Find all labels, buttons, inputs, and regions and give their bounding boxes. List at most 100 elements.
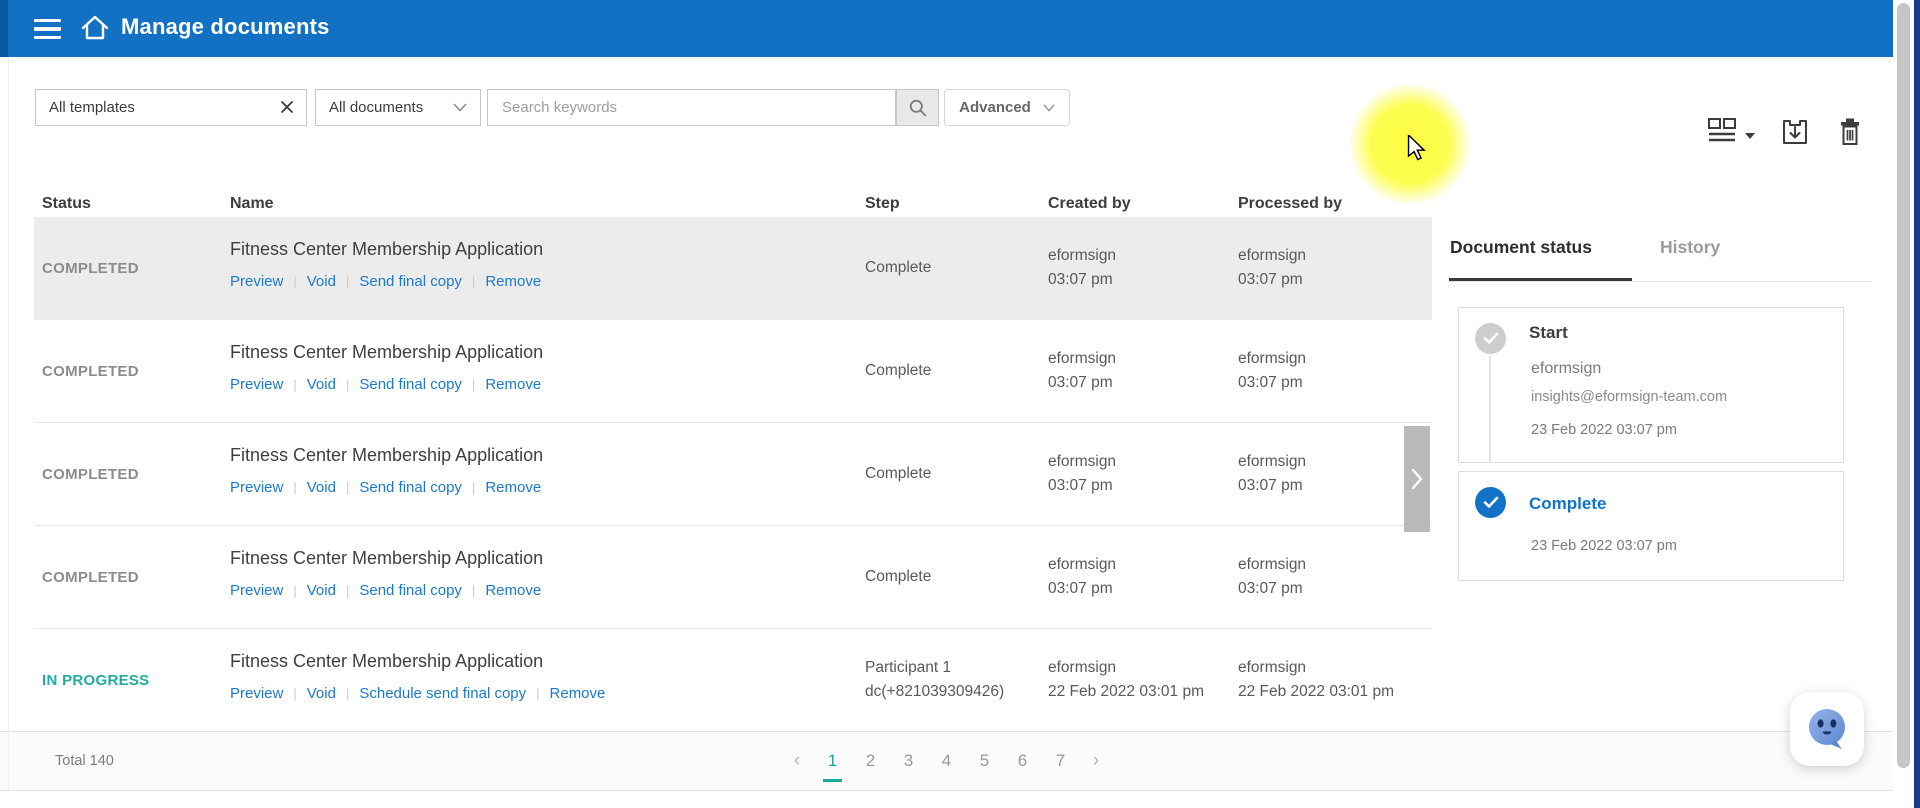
search-input[interactable] [487,89,896,126]
action-link-remove[interactable]: Remove [485,376,542,393]
pagination-page-7[interactable]: 7 [1055,751,1066,770]
cell-created-line: 03:07 pm [1048,271,1113,288]
action-link-remove[interactable]: Remove [485,582,542,599]
panel-expand-handle[interactable] [1404,426,1430,532]
cell-created-line: eformsign [1048,453,1117,470]
table-row[interactable]: COMPLETED Fitness Center Membership Appli… [34,217,1432,320]
tab-document-status[interactable]: Document status [1450,237,1592,257]
pagination-page-1[interactable]: 1 [821,749,844,782]
chat-widget-button[interactable] [1790,692,1864,766]
view-options-icon[interactable] [1706,116,1738,151]
cell-processed-line: 22 Feb 2022 03:01 pm [1238,683,1394,700]
delete-icon[interactable] [1835,116,1865,153]
cell-step-line: Participant 1 [865,659,952,676]
document-name: Fitness Center Membership Application [230,445,544,465]
status-badge: COMPLETED [42,568,139,586]
table-footer: Total 140 ‹ 1 2 3 4 5 6 7 › [0,731,1893,791]
table-row[interactable]: COMPLETED Fitness Center Membership Appli… [34,320,1432,423]
action-link-preview[interactable]: Preview [230,376,284,393]
cell-created-line: 03:07 pm [1048,477,1113,494]
view-options-caret-icon[interactable] [1744,127,1756,145]
scrollbar-thumb[interactable] [1897,3,1910,768]
pagination-page-3[interactable]: 3 [903,751,914,770]
cell-step-line: Complete [865,465,932,482]
action-link-send-final-copy[interactable]: Send final copy [359,376,462,393]
search-button[interactable] [896,89,939,126]
action-link-preview[interactable]: Preview [230,685,284,702]
timeline-date: 23 Feb 2022 03:07 pm [1531,422,1677,438]
chevron-right-icon [1411,468,1423,490]
step-cell: Participant 1 dc(+821039309426) [865,629,1004,731]
timeline-card-complete: Complete 23 Feb 2022 03:07 pm [1458,471,1844,581]
action-link-remove[interactable]: Remove [485,273,542,290]
chevron-down-icon [453,103,467,112]
action-link-send-final-copy[interactable]: Send final copy [359,273,462,290]
name-cell: Fitness Center Membership Application Pre… [230,239,543,290]
tab-history[interactable]: History [1660,237,1721,257]
action-separator: | [471,377,476,392]
processed-by-cell: eformsign 03:07 pm [1238,526,1306,628]
name-cell: Fitness Center Membership Application Pre… [230,651,605,702]
processed-by-cell: eformsign 03:07 pm [1238,320,1306,422]
action-link-preview[interactable]: Preview [230,582,284,599]
column-header-created-by: Created by [1048,195,1131,212]
pagination-prev[interactable]: ‹ [793,750,801,771]
template-filter[interactable]: All templates [35,89,307,126]
action-separator: | [293,377,297,392]
active-tab-underline [1449,278,1632,282]
cell-processed-line: 03:07 pm [1238,477,1303,494]
cell-step-line: dc(+821039309426) [865,683,1005,700]
clear-filter-icon[interactable] [277,97,297,121]
pagination-page-6[interactable]: 6 [1017,751,1028,770]
table-row[interactable]: COMPLETED Fitness Center Membership Appli… [34,526,1432,629]
timeline-step-title: Complete [1529,494,1607,513]
document-name: Fitness Center Membership Application [230,651,544,671]
home-icon[interactable] [79,12,111,44]
document-filter-select[interactable]: All documents [315,89,481,126]
action-link-void[interactable]: Void [306,273,336,290]
pagination-next[interactable]: › [1092,750,1100,771]
pagination-page-5[interactable]: 5 [979,751,990,770]
action-link-void[interactable]: Void [306,479,336,496]
action-link-void[interactable]: Void [306,685,336,702]
total-count: Total 140 [55,753,114,769]
action-separator: | [293,274,297,289]
status-badge: IN PROGRESS [42,671,150,689]
header-left-edge [0,0,8,57]
action-separator: | [345,480,350,495]
table-row[interactable]: COMPLETED Fitness Center Membership Appli… [34,423,1432,526]
processed-by-cell: eformsign 03:07 pm [1238,423,1306,525]
created-by-cell: eformsign 03:07 pm [1048,320,1116,422]
action-link-schedule-send-final-copy[interactable]: Schedule send final copy [359,685,527,702]
content-left-border [8,57,9,791]
action-link-remove[interactable]: Remove [549,685,606,702]
processed-by-cell: eformsign 03:07 pm [1238,217,1306,319]
advanced-button[interactable]: Advanced [944,89,1070,126]
menu-icon[interactable] [34,19,61,39]
timeline-actor-email: insights@eformsign-team.com [1531,389,1728,405]
action-link-send-final-copy[interactable]: Send final copy [359,479,462,496]
cell-processed-line: eformsign [1238,556,1307,573]
status-badge: COMPLETED [42,259,139,277]
cell-created-line: 03:07 pm [1048,580,1113,597]
action-link-preview[interactable]: Preview [230,273,284,290]
action-separator: | [345,583,350,598]
cell-created-line: eformsign [1048,247,1117,264]
action-link-send-final-copy[interactable]: Send final copy [359,582,462,599]
step-cell: Complete [865,526,931,628]
table-row[interactable]: IN PROGRESS Fitness Center Membership App… [34,629,1432,732]
pagination-page-2[interactable]: 2 [865,751,876,770]
name-cell: Fitness Center Membership Application Pre… [230,445,543,496]
download-icon[interactable] [1779,116,1811,153]
row-actions: Preview | Void | Schedule send final copy | Re… [230,685,605,702]
action-link-remove[interactable]: Remove [485,479,542,496]
action-link-void[interactable]: Void [306,582,336,599]
created-by-cell: eformsign 03:07 pm [1048,423,1116,525]
name-cell: Fitness Center Membership Application Pre… [230,548,543,599]
document-name: Fitness Center Membership Application [230,548,544,568]
action-link-preview[interactable]: Preview [230,479,284,496]
template-filter-value: All templates [49,99,135,116]
pagination-page-4[interactable]: 4 [941,751,952,770]
action-link-void[interactable]: Void [306,376,336,393]
